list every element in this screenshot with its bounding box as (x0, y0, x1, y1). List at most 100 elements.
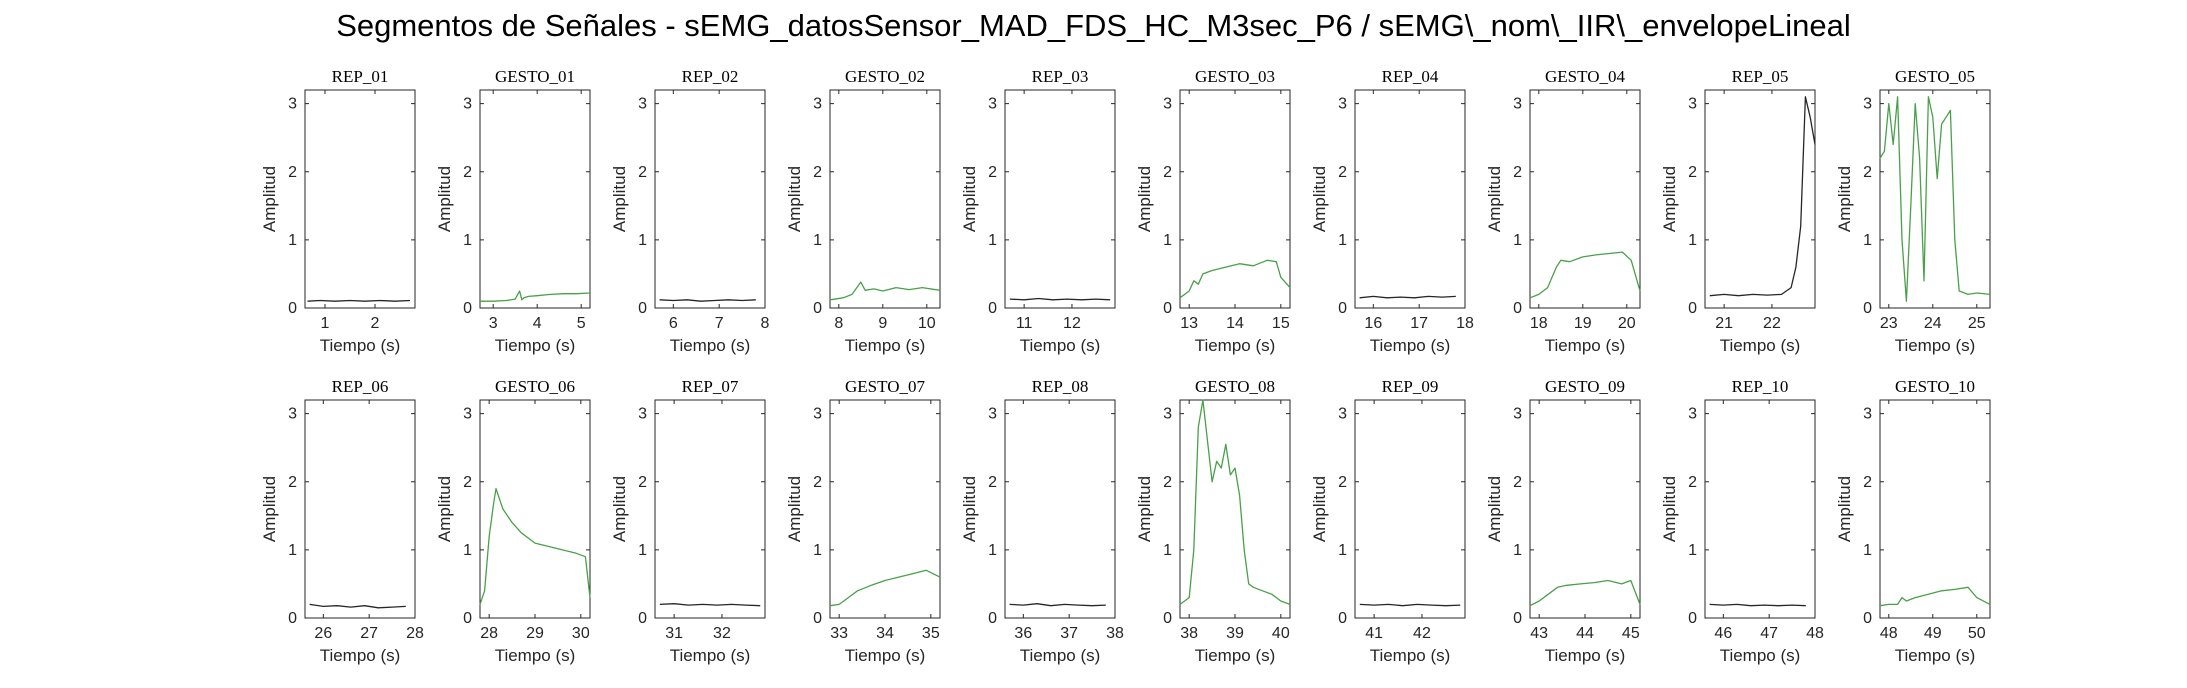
subplot-rep-10: REP_10 0 1 2 3 46 47 48 Tiempo (s) Amplitud (1660, 377, 1824, 665)
subplot-title: GESTO_01 (495, 67, 575, 86)
axes-box (304, 89, 416, 309)
y-tick-label: 2 (1163, 474, 1172, 491)
y-tick-label: 2 (813, 474, 822, 491)
y-tick-label: 3 (638, 96, 647, 113)
y-tick-label: 2 (288, 474, 297, 491)
series-line (1709, 96, 1816, 297)
y-tick-label: 0 (1338, 610, 1347, 627)
series-line (1009, 297, 1111, 301)
y-tick-label: 1 (288, 232, 297, 249)
series-line (1879, 96, 1991, 302)
y-tick-label: 2 (1688, 474, 1697, 491)
y-tick-label: 0 (1688, 300, 1697, 317)
subplot-gesto-09: GESTO_09 0 1 2 3 43 44 45 Tiempo (s) Amplitud (1485, 377, 1641, 665)
x-tick-label: 38 (1106, 625, 1124, 642)
subplot-gesto-02: GESTO_02 0 1 2 3 8 9 10 Tiempo (s) Amplitud (785, 67, 941, 355)
y-axis-label: Amplitud (1135, 166, 1154, 232)
axes-box (1704, 89, 1816, 309)
series-line (1359, 295, 1456, 299)
y-tick-label: 2 (988, 164, 997, 181)
y-tick-label: 3 (1863, 96, 1872, 113)
y-tick-label: 0 (1688, 610, 1697, 627)
y-tick-label: 0 (988, 300, 997, 317)
subplot-title: GESTO_06 (495, 377, 575, 396)
x-axis-label: Tiempo (s) (1195, 646, 1276, 665)
series-line (1359, 603, 1461, 607)
y-tick-label: 0 (1863, 610, 1872, 627)
y-tick-label: 1 (1863, 542, 1872, 559)
y-axis-label: Amplitud (1485, 476, 1504, 542)
x-tick-label: 11 (1016, 315, 1033, 332)
subplot-rep-02: REP_02 0 1 2 3 6 7 8 Tiempo (s) Amplitud (610, 67, 770, 355)
subplot-title: REP_09 (1382, 377, 1439, 396)
series-line (479, 487, 591, 605)
subplot-title: REP_07 (682, 377, 739, 396)
y-tick-label: 0 (1513, 610, 1522, 627)
x-tick-label: 44 (1576, 625, 1594, 642)
x-axis-label: Tiempo (s) (845, 336, 926, 355)
subplot-title: GESTO_05 (1895, 67, 1975, 86)
y-tick-label: 3 (1863, 406, 1872, 423)
y-axis-label: Amplitud (435, 476, 454, 542)
subplot-rep-05: REP_05 0 1 2 3 21 22 Tiempo (s) Amplitud (1660, 67, 1816, 355)
y-tick-label: 2 (1513, 474, 1522, 491)
x-axis-label: Tiempo (s) (1020, 646, 1101, 665)
axes-box (1354, 89, 1466, 309)
y-tick-label: 1 (1163, 542, 1172, 559)
subplot-title: GESTO_08 (1195, 377, 1275, 396)
y-tick-label: 2 (638, 474, 647, 491)
x-axis-label: Tiempo (s) (1195, 336, 1276, 355)
y-tick-label: 0 (1163, 300, 1172, 317)
x-tick-label: 45 (1622, 625, 1640, 642)
y-tick-label: 2 (988, 474, 997, 491)
series-line (829, 569, 941, 607)
y-tick-label: 0 (1338, 300, 1347, 317)
series-line (659, 603, 761, 607)
x-tick-label: 36 (1014, 625, 1032, 642)
x-tick-label: 33 (830, 625, 848, 642)
x-axis-label: Tiempo (s) (320, 646, 401, 665)
y-tick-label: 1 (988, 232, 997, 249)
x-tick-label: 24 (1924, 315, 1942, 332)
y-axis-label: Amplitud (1660, 476, 1679, 542)
y-tick-label: 2 (638, 164, 647, 181)
x-tick-label: 7 (715, 315, 724, 332)
axes-box (1179, 399, 1291, 619)
x-tick-label: 18 (1456, 315, 1474, 332)
y-tick-label: 2 (1863, 474, 1872, 491)
y-tick-label: 3 (638, 406, 647, 423)
series-line (480, 290, 591, 302)
x-tick-label: 28 (480, 625, 498, 642)
axes-box (654, 399, 766, 619)
x-tick-label: 50 (1968, 625, 1986, 642)
series-line (1709, 603, 1806, 607)
y-tick-label: 1 (1513, 232, 1522, 249)
y-tick-label: 1 (1863, 232, 1872, 249)
x-axis-label: Tiempo (s) (1720, 336, 1801, 355)
x-tick-label: 31 (665, 625, 683, 642)
axes-box (654, 89, 766, 309)
y-tick-label: 3 (1338, 406, 1347, 423)
axes-box (829, 89, 941, 309)
subplot-title: GESTO_10 (1895, 377, 1975, 396)
axes-box (1879, 89, 1991, 309)
y-axis-label: Amplitud (260, 476, 279, 542)
subplot-rep-06: REP_06 0 1 2 3 26 27 28 Tiempo (s) Amplitud (260, 377, 424, 665)
y-axis-label: Amplitud (1835, 166, 1854, 232)
y-axis-label: Amplitud (1310, 476, 1329, 542)
y-tick-label: 0 (463, 300, 472, 317)
x-tick-label: 22 (1763, 315, 1781, 332)
y-tick-label: 2 (1338, 474, 1347, 491)
y-tick-label: 0 (813, 300, 822, 317)
axes-box (1529, 399, 1641, 619)
x-tick-label: 23 (1880, 315, 1898, 332)
y-axis-label: Amplitud (785, 166, 804, 232)
y-tick-label: 1 (813, 232, 822, 249)
subplot-gesto-06: GESTO_06 0 1 2 3 28 29 30 Tiempo (s) Amplitud (435, 377, 591, 665)
x-tick-label: 12 (1063, 315, 1081, 332)
series-line (829, 281, 941, 301)
subplot-rep-08: REP_08 0 1 2 3 36 37 38 Tiempo (s) Amplitud (960, 377, 1124, 665)
series-line (1529, 579, 1641, 607)
